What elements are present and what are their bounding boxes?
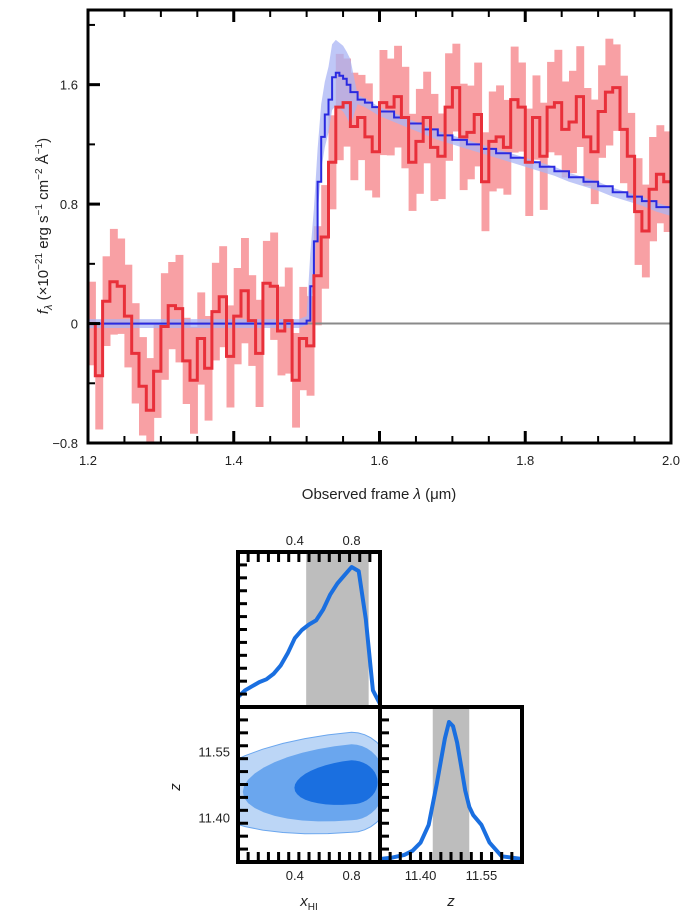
contour-inner-level	[294, 760, 378, 805]
z-posterior-ticks: 11.40 11.55	[380, 718, 514, 883]
posterior-tick-label: 0.8	[343, 533, 361, 548]
spectrum-y-tick-label: 0	[71, 317, 78, 332]
z-posterior-x-axis-label: z	[446, 893, 455, 910]
joint-x-tick-label: 0.8	[343, 868, 361, 883]
spectrum-y-tick-label: −0.8	[52, 436, 78, 451]
spectrum-y-tick-label: 0.8	[60, 197, 78, 212]
spectrum-y-ticks: −0.8 0 0.8 1.6	[52, 23, 100, 451]
spectrum-y-tick-label: 1.6	[60, 78, 78, 93]
posterior-tick-label: 0.4	[286, 533, 304, 548]
joint-y-tick-label: 11.55	[198, 744, 230, 759]
posterior-tick-label: 11.55	[466, 868, 498, 883]
joint-y-axis-label: z	[167, 783, 184, 792]
spectrum-x-tick-label: 1.2	[79, 453, 97, 468]
joint-y-tick-label: 11.40	[198, 811, 230, 826]
joint-contour-panel: 0.4 0.8 11.40 11.55 xHI z	[167, 705, 382, 913]
z-posterior-curve	[379, 720, 523, 861]
z-posterior-panel: 11.40 11.55 z	[378, 705, 524, 910]
spectrum-x-tick-label: 2.0	[662, 453, 680, 468]
observed-spectrum-line	[88, 86, 671, 412]
posterior-tick-label: 11.40	[405, 868, 437, 883]
joint-x-tick-label: 0.4	[286, 868, 304, 883]
spectrum-y-axis-label: fλ (×10−21 erg s−1 cm−2 Å−1)	[34, 138, 55, 314]
spectrum-x-tick-label: 1.4	[225, 453, 243, 468]
spectrum-x-tick-label: 1.6	[370, 453, 388, 468]
xhi-posterior-curve	[236, 565, 382, 705]
observed-band-segment	[146, 358, 155, 443]
xhi-posterior-ticks: 0.4 0.8	[238, 533, 372, 696]
spectrum-x-axis-label: Observed frame λ (μm)	[302, 486, 456, 503]
spectrum-x-ticks: 1.2 1.4 1.6 1.8 2.0	[79, 10, 680, 468]
joint-ticks: 0.4 0.8 11.40 11.55	[198, 718, 372, 883]
xhi-posterior-panel: 0.4 0.8	[236, 533, 382, 709]
spectrum-x-tick-label: 1.8	[516, 453, 534, 468]
joint-x-axis-label: xHI	[299, 893, 318, 913]
spectrum-panel: 1.2 1.4 1.6 1.8 2.0 −0.8 0 0.8 1.6 Observed fra…	[34, 8, 680, 503]
